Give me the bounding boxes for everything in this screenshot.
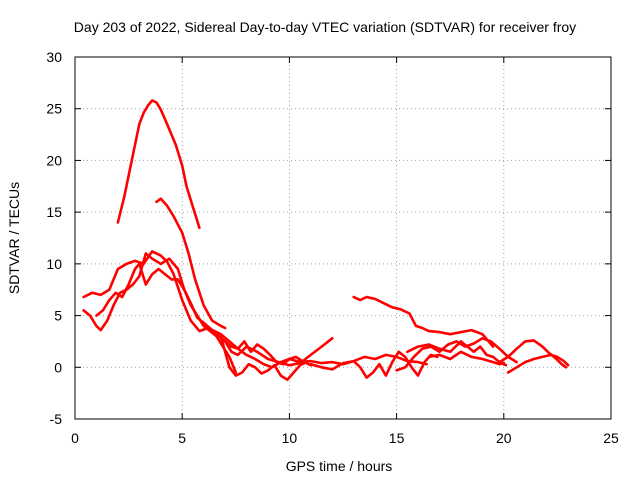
series-arc-13 (427, 350, 506, 366)
series-arc-3 (82, 252, 291, 369)
y-tick-label: 20 (46, 152, 62, 168)
y-tick-label: 10 (46, 256, 62, 272)
chart-title: Day 203 of 2022, Sidereal Day-to-day VTE… (74, 19, 576, 35)
x-tick-label: 5 (178, 430, 186, 446)
series-arc-10 (352, 295, 495, 348)
y-tick-label: 0 (54, 359, 62, 375)
x-tick-label: 15 (389, 430, 405, 446)
y-tick-label: 30 (46, 49, 62, 65)
series-arc-5 (95, 262, 238, 374)
x-axis-label: GPS time / hours (286, 458, 393, 474)
axis-ticks: 0 5 10 15 20 25 -5 0 5 10 15 20 25 30 (46, 49, 619, 446)
series-arc-7 (223, 340, 313, 367)
x-tick-label: 20 (496, 430, 512, 446)
series-arc-14 (498, 339, 568, 369)
series-arc-8 (288, 353, 428, 366)
series-group (82, 99, 570, 382)
y-tick-label: 25 (46, 101, 62, 117)
series-arc-2 (155, 197, 227, 330)
x-tick-label: 0 (71, 430, 79, 446)
plot-frame (74, 56, 612, 420)
x-tick-label: 10 (282, 430, 298, 446)
y-tick-label: -5 (50, 411, 63, 427)
y-axis-label: SDTVAR / TECUs (6, 182, 22, 294)
series-arc-1 (116, 99, 201, 229)
series-arc-12 (405, 340, 508, 367)
series-arc-4 (82, 250, 334, 367)
grid (75, 57, 611, 419)
series-arc-9 (309, 350, 439, 379)
y-tick-label: 5 (54, 308, 62, 324)
series-arc-11 (395, 336, 519, 372)
y-tick-label: 15 (46, 204, 62, 220)
series-arc-15 (506, 353, 570, 374)
series-arc-6 (219, 334, 308, 382)
x-tick-label: 25 (603, 430, 619, 446)
